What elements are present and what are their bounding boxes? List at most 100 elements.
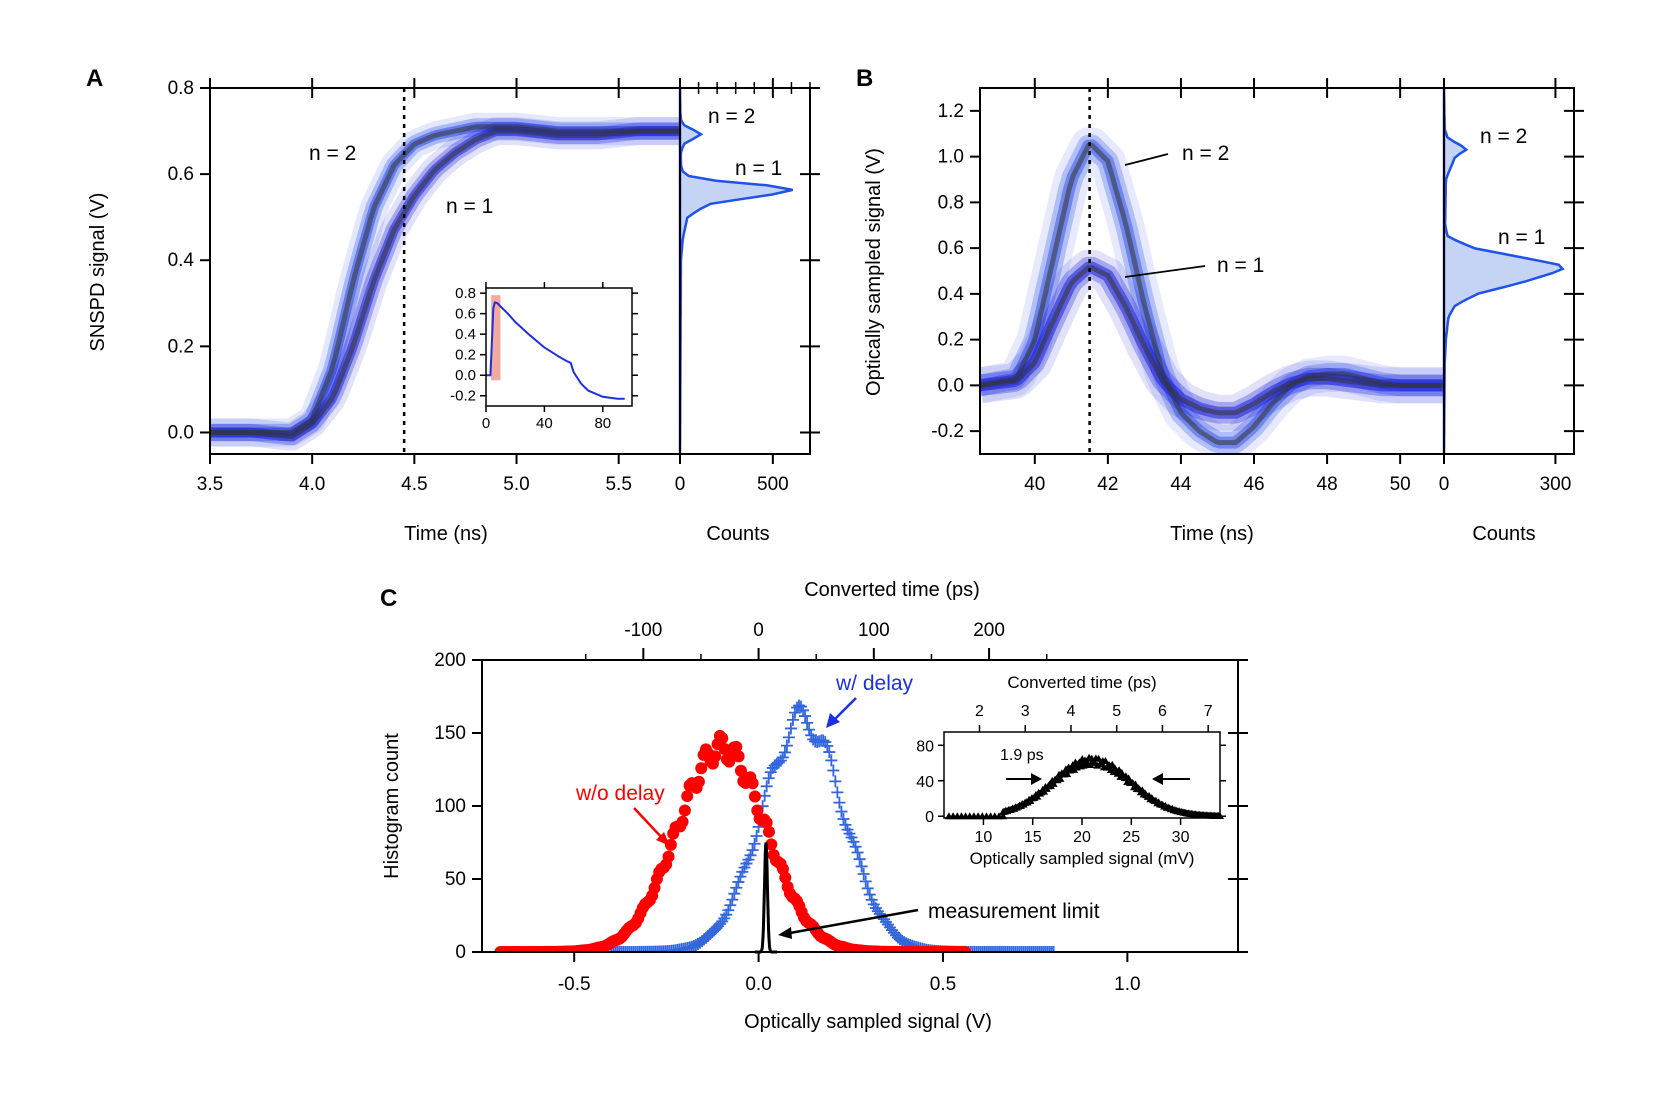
w-delay-point	[857, 867, 870, 880]
w-delay-point	[803, 723, 816, 736]
panel-b-mean-traces	[980, 142, 1444, 446]
panel-a-histogram-label-n2: n = 2	[708, 105, 755, 128]
panel-a: A 0.0 0.2 0.4 0.6 0.8 3.5 4.0 4.5 5.0 5.5 Time (…	[86, 65, 820, 545]
panel-a-x-tick-label: 5.0	[503, 474, 529, 495]
panel-c-inset-y-tick-label: 40	[916, 774, 934, 791]
panel-a-inset-ticks: -0.2 0.0 0.2 0.4 0.6 0.8 0 40 80	[450, 282, 638, 432]
inset-point	[1101, 756, 1110, 764]
inset-point	[1056, 774, 1065, 782]
panel-b-y-tick-label: 0.2	[938, 330, 964, 351]
wo-delay-point	[676, 815, 689, 828]
panel-c-y-tick-label: 200	[434, 650, 466, 671]
panel-c-inset-x-tick-label: 15	[1024, 829, 1042, 846]
w-delay-point	[1033, 946, 1046, 952]
w-delay-point	[1013, 946, 1026, 952]
panel-c-inset-top-x-tick-label: 7	[1204, 703, 1213, 720]
mean-trace-0	[210, 124, 680, 435]
panel-c-label-w-delay: w/ delay	[835, 672, 914, 695]
w-delay-point	[1023, 946, 1036, 952]
panel-a-inset-x-tick-label: 0	[482, 415, 490, 432]
panel-c-x-tick-label: 0.0	[745, 974, 771, 995]
panel-b-trace-bands	[980, 127, 1444, 454]
w-delay-point	[748, 837, 761, 850]
panel-a-inset-x-tick-label: 80	[594, 415, 611, 432]
panel-b-y-tick-label: 1.0	[938, 147, 964, 168]
panel-c-x-ticks: -0.5 0.0 0.5 1.0	[558, 952, 1141, 995]
wo-delay-point	[760, 816, 773, 829]
panel-a-histogram-label-n1: n = 1	[735, 157, 782, 180]
panel-a-y-axis-label: SNSPD signal (V)	[87, 193, 109, 352]
panel-b-label: B	[856, 65, 873, 92]
panel-b-y-tick-label: 0.0	[938, 375, 964, 396]
panel-a-inset-trace	[486, 301, 625, 400]
wo-delay-point	[678, 804, 691, 817]
panel-a-inset-y-tick-label: -0.2	[450, 388, 476, 405]
panel-a-inset-y-tick-label: 0.4	[455, 326, 476, 343]
panel-a-histogram-area	[678, 87, 793, 454]
w-delay-point	[853, 853, 866, 866]
panel-c-inset-x-tick-label: 25	[1122, 829, 1140, 846]
panel-c-inset-y-tick-label: 0	[925, 809, 934, 826]
panel-b-hist-x-tick-label: 300	[1540, 474, 1572, 495]
panel-c-y-tick-label: 150	[434, 723, 466, 744]
panel-a-inset-y-tick-label: 0.0	[455, 367, 476, 384]
panel-c-top-x-axis-label: Converted time (ps)	[804, 579, 980, 601]
panel-c-x-axis-label: Optically sampled signal (V)	[744, 1011, 992, 1033]
panel-a-y-tick-label: 0.4	[168, 250, 195, 271]
w-delay-point	[760, 780, 773, 793]
w-delay-point	[829, 775, 842, 788]
panel-b-y-tick-label: 1.2	[938, 101, 964, 122]
panel-c-top-x-tick-label: 200	[973, 620, 1005, 641]
inset-point	[1094, 754, 1103, 762]
panel-a-x-axis-label: Time (ns)	[404, 523, 488, 545]
panel-a-y-tick-label: 0.2	[168, 336, 194, 357]
w-delay-point	[744, 849, 757, 862]
w-delay-point	[1031, 946, 1044, 952]
wo-delay-point	[746, 777, 759, 790]
w-delay-point	[849, 840, 862, 853]
panel-c-inset-fwhm-label: 1.9 ps	[1000, 747, 1044, 764]
panel-c-inset-arrowhead-right	[1152, 773, 1163, 785]
panel-b: B -0.2 0.0 0.2 0.4 0.6 0.8 1.0 1.2 40 42 44 46 48 50…	[856, 65, 1584, 545]
panel-a-inset-highlight	[491, 295, 501, 381]
panel-a-inset-frame	[485, 287, 633, 407]
w-delay-point	[1043, 946, 1056, 952]
panel-c-inset-x-tick-label: 20	[1073, 829, 1091, 846]
panel-c-y-axis-label: Histogram count	[381, 733, 403, 879]
wo-delay-point	[959, 946, 972, 952]
w-delay-point	[732, 875, 745, 888]
w-delay-point	[827, 764, 840, 777]
panel-a-x-ticks: 3.5 4.0 4.5 5.0 5.5	[197, 78, 632, 495]
wo-delay-point	[748, 790, 761, 803]
w-delay-point	[782, 731, 795, 744]
panel-c-x-tick-label: 1.0	[1114, 974, 1140, 995]
panel-a-label: A	[86, 65, 103, 92]
panel-b-y-tick-label: -0.2	[931, 421, 964, 442]
wo-delay-point	[730, 740, 743, 753]
panel-b-y-tick-label: 0.4	[938, 284, 965, 305]
w-delay-point	[1035, 946, 1048, 952]
panel-b-label-n2: n = 2	[1182, 142, 1229, 165]
panel-b-pointer-n2	[1124, 153, 1169, 166]
panel-b-histogram-x-label: Counts	[1472, 523, 1535, 545]
panel-a-y-tick-label: 0.8	[168, 78, 194, 99]
w-delay-point	[837, 812, 850, 825]
panel-a-x-tick-label: 4.5	[401, 474, 427, 495]
panel-c-inset-ticks: 0 40 80 10 15 20 25 30 2 3 4 5 6 7	[916, 703, 1226, 846]
panel-b-y-tick-label: 0.8	[938, 192, 964, 213]
panel-c-y-tick-label: 100	[434, 796, 466, 817]
w-delay-point	[1015, 946, 1028, 952]
panel-b-label-n1: n = 1	[1217, 254, 1264, 277]
panel-c-top-x-tick-label: -100	[624, 620, 662, 641]
panel-a-plot-area: 0.0 0.2 0.4 0.6 0.8 3.5 4.0 4.5 5.0 5.5 Time (ns…	[87, 78, 820, 545]
panel-b-x-tick-label: 48	[1317, 474, 1338, 495]
w-delay-point	[1047, 946, 1060, 952]
w-delay-point	[1029, 946, 1042, 952]
wo-delay-point	[681, 790, 694, 803]
w-delay-point	[786, 713, 799, 726]
panel-a-label-n2: n = 2	[309, 142, 356, 165]
panel-c-inset-top-x-tick-label: 2	[975, 703, 984, 720]
w-delay-point	[750, 829, 763, 842]
